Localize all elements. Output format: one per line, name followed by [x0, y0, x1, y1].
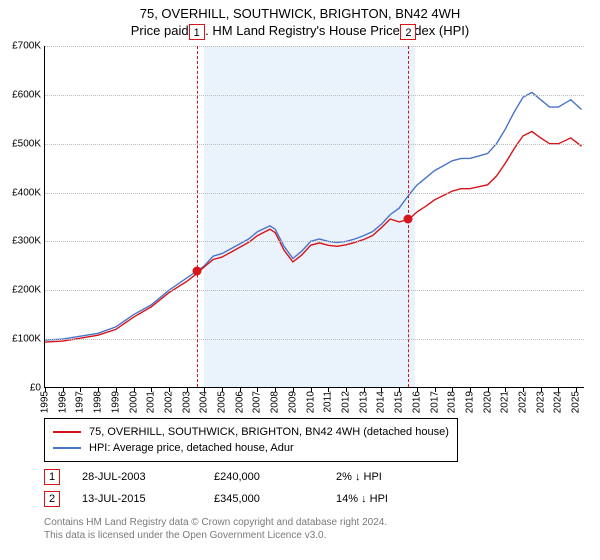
x-tick-label: 2017 — [429, 391, 440, 413]
footer-line: This data is licensed under the Open Gov… — [44, 529, 584, 542]
x-tick-label: 2012 — [340, 391, 351, 413]
y-tick-label: £600K — [1, 89, 45, 100]
tx-dot — [192, 266, 201, 275]
x-tick-label: 2014 — [376, 391, 387, 413]
legend-label: HPI: Average price, detached house, Adur — [89, 440, 294, 456]
gridline — [45, 339, 584, 340]
x-tick-label: 1998 — [93, 391, 104, 413]
tx-index-box: 2 — [44, 491, 60, 507]
x-tick-label: 2003 — [181, 391, 192, 413]
tx-marker-box: 2 — [400, 24, 416, 40]
x-tick-label: 2019 — [464, 391, 475, 413]
series-paid — [45, 132, 582, 343]
table-row: 2 13-JUL-2015 £345,000 14% ↓ HPI — [44, 488, 584, 510]
x-tick-label: 2018 — [447, 391, 458, 413]
legend-swatch — [53, 431, 81, 433]
y-tick-label: £300K — [1, 236, 45, 247]
x-tick-label: 1999 — [110, 391, 121, 413]
legend-row: 75, OVERHILL, SOUTHWICK, BRIGHTON, BN42 … — [53, 424, 449, 440]
footer-line: Contains HM Land Registry data © Crown c… — [44, 516, 584, 529]
x-tick-label: 2021 — [500, 391, 511, 413]
x-tick-label: 2011 — [323, 391, 334, 413]
x-tick-label: 2002 — [163, 391, 174, 413]
tx-price: £240,000 — [214, 466, 314, 488]
x-tick-label: 2025 — [571, 391, 582, 413]
gridline — [45, 46, 584, 47]
gridline — [45, 144, 584, 145]
footer: Contains HM Land Registry data © Crown c… — [44, 516, 584, 542]
table-row: 1 28-JUL-2003 £240,000 2% ↓ HPI — [44, 466, 584, 488]
legend-swatch — [53, 447, 81, 449]
x-tick-label: 2020 — [482, 391, 493, 413]
chart: £0£100K£200K£300K£400K£500K£600K£700K199… — [44, 46, 584, 388]
x-tick-label: 1995 — [40, 391, 51, 413]
gridline — [45, 290, 584, 291]
legend: 75, OVERHILL, SOUTHWICK, BRIGHTON, BN42 … — [44, 418, 584, 462]
x-tick-label: 2008 — [270, 391, 281, 413]
tx-index-box: 1 — [44, 469, 60, 485]
x-tick-label: 2005 — [217, 391, 228, 413]
y-tick-label: £500K — [1, 138, 45, 149]
x-tick-label: 1997 — [75, 391, 86, 413]
tx-date: 13-JUL-2015 — [82, 488, 192, 510]
x-tick-label: 2022 — [518, 391, 529, 413]
x-tick-label: 2010 — [305, 391, 316, 413]
x-tick-label: 2015 — [394, 391, 405, 413]
tx-price: £345,000 — [214, 488, 314, 510]
chart-title-line2: Price paid vs. HM Land Registry's House … — [0, 23, 600, 38]
x-tick-label: 2013 — [358, 391, 369, 413]
legend-box: 75, OVERHILL, SOUTHWICK, BRIGHTON, BN42 … — [44, 418, 458, 462]
tx-date: 28-JUL-2003 — [82, 466, 192, 488]
gridline — [45, 241, 584, 242]
x-tick-label: 2016 — [411, 391, 422, 413]
y-tick-label: £100K — [1, 334, 45, 345]
tx-dashline — [197, 46, 198, 387]
tx-dot — [404, 215, 413, 224]
legend-label: 75, OVERHILL, SOUTHWICK, BRIGHTON, BN42 … — [89, 424, 449, 440]
x-tick-label: 2006 — [234, 391, 245, 413]
y-tick-label: £0 — [1, 383, 45, 394]
y-tick-label: £400K — [1, 187, 45, 198]
plot-area: £0£100K£200K£300K£400K£500K£600K£700K199… — [44, 46, 584, 388]
transaction-table: 1 28-JUL-2003 £240,000 2% ↓ HPI 2 13-JUL… — [44, 466, 584, 510]
x-tick-label: 2009 — [287, 391, 298, 413]
y-tick-label: £700K — [1, 41, 45, 52]
x-tick-label: 2024 — [553, 391, 564, 413]
tx-marker-box: 1 — [189, 24, 205, 40]
line-layer — [45, 46, 585, 388]
chart-title-line1: 75, OVERHILL, SOUTHWICK, BRIGHTON, BN42 … — [0, 6, 600, 21]
tx-diff: 14% ↓ HPI — [336, 488, 426, 510]
x-tick-label: 1996 — [57, 391, 68, 413]
x-tick-label: 2000 — [128, 391, 139, 413]
x-tick-label: 2007 — [252, 391, 263, 413]
x-tick-label: 2004 — [199, 391, 210, 413]
legend-row: HPI: Average price, detached house, Adur — [53, 440, 449, 456]
gridline — [45, 193, 584, 194]
tx-diff: 2% ↓ HPI — [336, 466, 426, 488]
gridline — [45, 95, 584, 96]
x-tick-label: 2023 — [535, 391, 546, 413]
y-tick-label: £200K — [1, 285, 45, 296]
series-hpi — [45, 92, 582, 340]
x-tick-label: 2001 — [146, 391, 157, 413]
